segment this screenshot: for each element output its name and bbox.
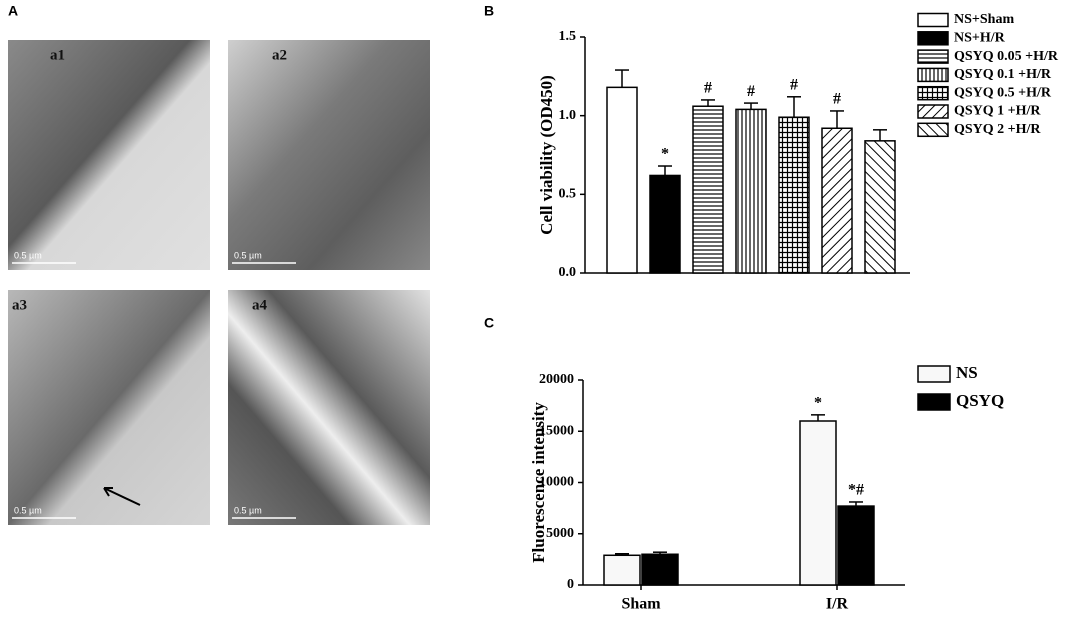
x-tick-label: Sham <box>621 596 661 613</box>
annotation: * <box>661 146 669 163</box>
annotation: # <box>833 91 841 108</box>
legend-swatch <box>917 104 949 119</box>
panel-label: C <box>484 315 494 331</box>
legend-swatch <box>917 67 949 83</box>
legend-label: NS <box>956 363 978 382</box>
y-tick-label: 0 <box>567 577 574 592</box>
micrograph <box>8 40 210 270</box>
micrograph <box>228 40 430 270</box>
scale-label: 0.5 µm <box>234 505 262 515</box>
legend-label: NS+H/R <box>954 31 1006 46</box>
micrograph-label: a4 <box>252 297 268 313</box>
bar <box>649 174 681 274</box>
bar <box>735 108 767 274</box>
bar <box>837 505 875 586</box>
bar <box>641 553 679 586</box>
y-tick-label: 0.0 <box>559 265 577 280</box>
legend-label: NS+Sham <box>954 12 1014 27</box>
micrograph-label: a1 <box>50 47 65 63</box>
bar <box>864 140 896 274</box>
annotation: *# <box>848 482 864 499</box>
legend-swatch <box>917 85 949 101</box>
y-tick-label: 5000 <box>546 526 574 541</box>
annotation: * <box>814 395 822 412</box>
y-axis-label: Cell viability (OD450) <box>537 75 556 235</box>
annotation: # <box>704 80 712 97</box>
legend-label: QSYQ 1 +H/R <box>954 104 1041 119</box>
legend-swatch <box>917 49 949 64</box>
legend-label: QSYQ 0.05 +H/R <box>954 49 1059 64</box>
legend-swatch <box>917 122 949 138</box>
legend-label: QSYQ <box>956 391 1004 410</box>
micrograph <box>8 290 210 525</box>
micrograph-panel: a1 a2 a3 a4 0.5 µm 0.5 µm 0.5 µm 0.5 µm <box>8 40 430 525</box>
micrograph <box>228 290 430 525</box>
legend-label: QSYQ 0.1 +H/R <box>954 67 1052 82</box>
y-tick-label: 0.5 <box>559 187 577 202</box>
scale-label: 0.5 µm <box>14 505 42 515</box>
legend-swatch <box>917 31 949 46</box>
bar <box>799 420 837 586</box>
micrograph-label: a2 <box>272 47 287 63</box>
annotation: # <box>747 83 755 100</box>
micrograph-label: a3 <box>12 297 27 313</box>
legend-label: QSYQ 2 +H/R <box>954 122 1041 137</box>
y-tick-label: 10000 <box>539 475 574 490</box>
legend-label: QSYQ 0.5 +H/R <box>954 85 1052 100</box>
bar <box>692 105 724 274</box>
y-tick-label: 1.0 <box>559 108 577 123</box>
y-tick-label: 1.5 <box>559 29 577 44</box>
annotation: # <box>790 76 798 93</box>
scale-label: 0.5 µm <box>14 250 42 260</box>
panel-label: B <box>484 3 494 19</box>
x-tick-label: I/R <box>826 596 849 613</box>
bar <box>603 554 641 586</box>
y-tick-label: 15000 <box>539 423 574 438</box>
legend-swatch <box>917 12 949 28</box>
bar <box>778 116 810 274</box>
bar <box>821 127 853 274</box>
legend-swatch <box>917 365 951 383</box>
panel-label: A <box>8 3 18 19</box>
arrow <box>103 487 141 506</box>
scale-label: 0.5 µm <box>234 250 262 260</box>
y-tick-label: 20000 <box>539 372 574 387</box>
y-axis-label: Fluorescence intensity <box>529 402 548 563</box>
legend-swatch <box>917 393 951 411</box>
bar <box>606 86 638 274</box>
